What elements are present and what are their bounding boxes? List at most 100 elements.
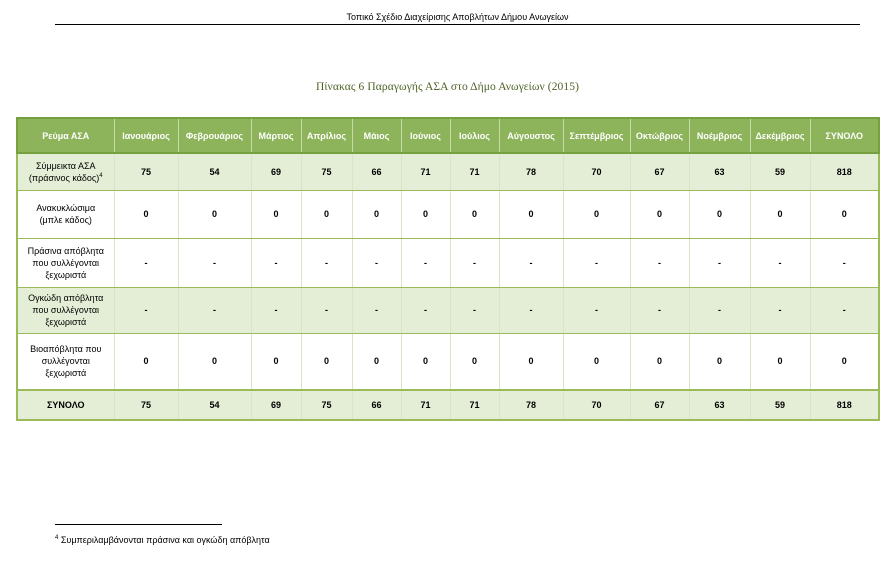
- row-label-line: (πράσινος κάδος): [28, 172, 100, 183]
- table-cell: 71: [450, 389, 500, 421]
- table-cell: -: [450, 287, 500, 334]
- footnote-divider: [55, 524, 222, 525]
- table-cell: 0: [563, 190, 631, 239]
- table-cell: 0: [450, 333, 500, 391]
- table-cell: 0: [563, 333, 631, 391]
- column-header: Ρεύμα ΑΣΑ: [16, 117, 115, 154]
- table-row: Βιοαπόβλητα που συλλέγονται ξεχωριστά 0 0 0 0 0…: [16, 333, 880, 391]
- footnote-number: 4: [55, 535, 59, 541]
- table-cell: -: [630, 238, 690, 288]
- table-cell: 0: [178, 190, 252, 239]
- table-cell: 71: [401, 389, 451, 421]
- table-cell: 0: [178, 333, 252, 391]
- row-label-line: ξεχωριστά: [45, 317, 87, 327]
- row-label: Ανακυκλώσιμα (μπλε κάδος): [16, 190, 115, 239]
- table-cell: -: [563, 238, 631, 288]
- table-cell: -: [178, 287, 252, 334]
- total-row: ΣΥΝΟΛΟ 75 54 69 75 66 71 71 78 70 67 63 59 818: [16, 389, 880, 421]
- table-cell: 63: [689, 389, 751, 421]
- table-cell: 0: [689, 333, 751, 391]
- table-cell: 0: [750, 333, 811, 391]
- footnote-ref: 4: [99, 172, 103, 179]
- row-label-line: Ανακυκλώσιμα: [36, 203, 96, 213]
- table-cell: 66: [352, 389, 402, 421]
- table-cell: 67: [630, 153, 690, 191]
- table-cell: 0: [750, 190, 811, 239]
- column-header: Απρίλιος: [301, 117, 353, 154]
- table-cell: 818: [810, 389, 880, 421]
- table-cell: -: [352, 287, 402, 334]
- row-label-line: ΣΥΝΟΛΟ: [47, 400, 85, 410]
- table-cell: -: [499, 238, 564, 288]
- table-cell: 71: [401, 153, 451, 191]
- row-label-line: που συλλέγονται: [32, 305, 100, 315]
- row-label: Ογκώδη απόβλητα που συλλέγονται ξεχωριστά: [16, 287, 115, 334]
- table-row: Πράσινα απόβλητα που συλλέγονται ξεχωριστά…: [16, 238, 880, 288]
- table-cell: 0: [401, 333, 451, 391]
- table-cell: 0: [301, 333, 353, 391]
- table-cell: 0: [352, 333, 402, 391]
- table-cell: -: [352, 238, 402, 288]
- column-header: Ιανουάριος: [114, 117, 179, 154]
- table-cell: -: [301, 238, 353, 288]
- table-cell: 0: [114, 333, 179, 391]
- table-cell: 0: [499, 190, 564, 239]
- table-cell: -: [178, 238, 252, 288]
- table-row: Ογκώδη απόβλητα που συλλέγονται ξεχωριστά -…: [16, 287, 880, 334]
- column-header: Μάρτιος: [251, 117, 302, 154]
- table-cell: 0: [251, 190, 302, 239]
- table-cell: 78: [499, 153, 564, 191]
- table-cell: 67: [630, 389, 690, 421]
- row-label-line: Βιοαπόβλητα που: [30, 344, 102, 355]
- row-label-line: Σύμμεικτα ΑΣΑ: [35, 160, 96, 171]
- table-cell: -: [450, 238, 500, 288]
- row-label-line: ξεχωριστά: [45, 368, 87, 379]
- table-cell: 70: [563, 389, 631, 421]
- row-label: Βιοαπόβλητα που συλλέγονται ξεχωριστά: [16, 333, 115, 391]
- table-cell: 0: [499, 333, 564, 391]
- table-cell: 54: [178, 153, 252, 191]
- table-cell: -: [810, 238, 880, 288]
- table-cell: -: [630, 287, 690, 334]
- table-cell: 0: [450, 190, 500, 239]
- table-cell: 75: [114, 389, 179, 421]
- table-cell: 66: [352, 153, 402, 191]
- table-cell: 54: [178, 389, 252, 421]
- table-cell: 59: [750, 153, 811, 191]
- table-row: Ανακυκλώσιμα (μπλε κάδος) 0 0 0 0 0 0 0 0 0 0 0 0 0: [16, 190, 880, 239]
- table-cell: -: [401, 287, 451, 334]
- column-header: Δεκέμβριος: [750, 117, 811, 154]
- row-label-line: Ογκώδη απόβλητα: [28, 293, 104, 303]
- table-cell: 71: [450, 153, 500, 191]
- row-label-line: συλλέγονται: [41, 356, 90, 367]
- table-cell: 75: [301, 153, 353, 191]
- table-row: Σύμμεικτα ΑΣΑ (πράσινος κάδος)4 75 54 69 75 66…: [16, 153, 880, 191]
- table-cell: -: [750, 238, 811, 288]
- table-cell: 75: [301, 389, 353, 421]
- table-cell: -: [251, 238, 302, 288]
- column-header: Νοέμβριος: [689, 117, 751, 154]
- table-cell: -: [251, 287, 302, 334]
- column-header: Αύγουστος: [499, 117, 564, 154]
- row-label-line: ξεχωριστά: [45, 269, 87, 280]
- table-cell: 818: [810, 153, 880, 191]
- table-cell: 70: [563, 153, 631, 191]
- table-cell: 0: [810, 333, 880, 391]
- table-cell: -: [689, 287, 751, 334]
- table-cell: -: [301, 287, 353, 334]
- table-cell: 0: [810, 190, 880, 239]
- column-header: Ιούνιος: [401, 117, 451, 154]
- footnote: 4 Συμπεριλαμβάνονται πράσινα και ογκώδη …: [55, 535, 270, 545]
- table-cell: -: [114, 287, 179, 334]
- table-caption: Πίνακας 6 Παραγωγής ΑΣΑ στο Δήμο Ανωγείω…: [315, 81, 580, 93]
- table-cell: 0: [401, 190, 451, 239]
- table-cell: 78: [499, 389, 564, 421]
- table-cell: -: [750, 287, 811, 334]
- column-header: Ιούλιος: [450, 117, 500, 154]
- footnote-text: Συμπεριλαμβάνονται πράσινα και ογκώδη απ…: [60, 535, 270, 545]
- row-label: Πράσινα απόβλητα που συλλέγονται ξεχωριστά: [16, 238, 115, 288]
- table-cell: 69: [251, 389, 302, 421]
- row-label-line: (μπλε κάδος): [39, 215, 92, 225]
- table-cell: 69: [251, 153, 302, 191]
- row-label-line: Πράσινα απόβλητα: [27, 245, 104, 256]
